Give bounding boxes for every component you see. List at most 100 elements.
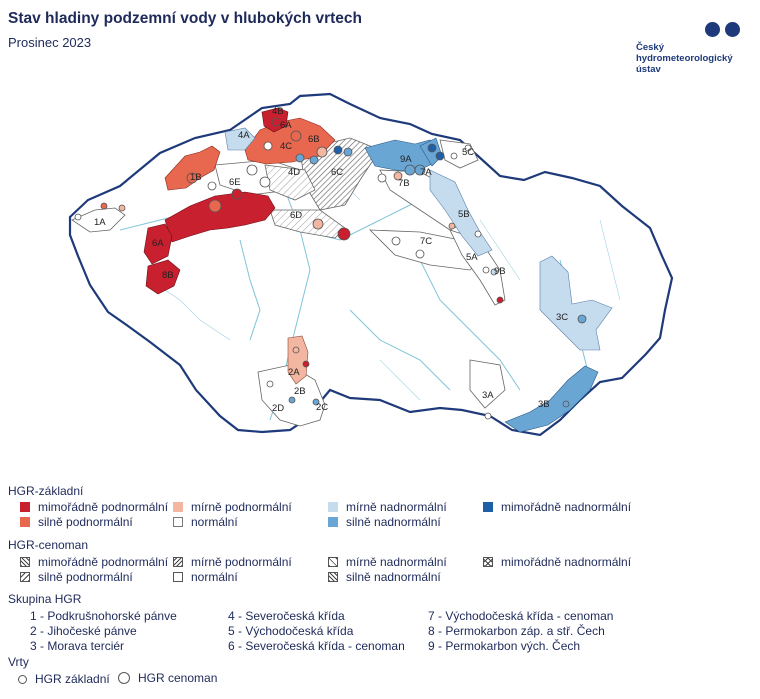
label-3B: 3B [538,399,550,410]
group-item: 5 - Východočeská křída [228,624,354,638]
label-8B: 8B [162,270,174,281]
legend-item: mimořádně nadnormální [483,500,631,514]
swatch-silne-podnormalni [20,517,30,527]
legend-skupina-title: Skupina HGR [8,592,82,606]
well-basic-icon [18,674,27,684]
region-3B [504,365,599,433]
label-6A-north: 6A [280,120,292,131]
legend-item: normální [173,570,238,584]
wells [74,117,587,420]
swatch-hatch-mirne-podnormalni [173,557,183,567]
legend-item: mírně nadnormální [328,555,447,569]
legend-label: mimořádně podnormální [38,555,169,569]
group-item: 3 - Morava terciér [30,639,125,653]
label-4D: 4D [288,167,300,178]
legend-item: mimořádně podnormální [20,555,168,569]
chmi-logo-mark-icon [636,22,746,38]
label-9B: 9B [494,266,506,277]
legend-zakladni-title: HGR-základní [8,484,84,498]
label-6D: 6D [290,210,302,221]
legend-vrty-title: Vrty [8,655,29,669]
region-4D [264,164,316,201]
label-9A: 9A [400,154,412,165]
label-5B: 5B [458,209,470,220]
region-labels: 1A 1B 2A 2B 2C 2D 3A 3B 3C 4A 4B 4C 4D 5… [94,106,568,414]
legend-item: mimořádně nadnormální [483,555,631,569]
swatch-hatch-mimoradne-podnormalni [20,557,30,567]
group-item: 1 - Podkrušnohorské pánve [30,609,177,623]
label-3C: 3C [556,312,568,323]
region-4A [224,127,256,151]
swatch-normalni [173,517,183,527]
legend-item: HGR základní [18,672,110,686]
group-item: 4 - Severočeská křída [228,609,345,623]
legend-label: silně nadnormální [346,570,441,584]
legend-label: HGR cenoman [138,671,218,685]
normal-regions [71,139,506,427]
legend-item: mimořádně podnormální [20,500,168,514]
region-2A [287,335,309,385]
legend-label: mírně nadnormální [346,500,447,514]
label-5C: 5C [462,147,474,158]
label-2C: 2C [316,402,328,413]
legend-item: normální [173,515,238,529]
group-item: 7 - Východočeská křída - cenoman [428,609,614,623]
label-6A-west: 6A [152,238,164,249]
legend-item: silně podnormální [20,515,133,529]
legend-label: silně nadnormální [346,515,441,529]
label-2A: 2A [288,367,300,378]
swatch-mirne-nadnormalni [328,502,338,512]
region-3A [469,359,506,409]
legend-item: silně podnormální [20,570,133,584]
group-item: 8 - Permokarbon záp. a stř. Čech [428,624,605,638]
legend-item: mírně podnormální [173,555,292,569]
region-1A [71,207,126,233]
legend-label: mimořádně nadnormální [501,555,632,569]
region-6A-w [143,223,173,265]
label-2B: 2B [294,386,306,397]
legend-label: silně podnormální [38,570,133,584]
label-7B: 7B [398,178,410,189]
well-cenoman-icon [118,672,130,684]
label-6C: 6C [331,167,343,178]
swatch-hatch-mirne-nadnormalni [328,557,338,567]
legend-item: silně nadnormální [328,515,441,529]
label-4B: 4B [272,106,284,117]
swatch-silne-nadnormalni [328,517,338,527]
swatch-mimoradne-nadnormalni [483,502,493,512]
label-1A: 1A [94,217,106,228]
legend-label: mírně podnormální [191,555,292,569]
swatch-hatch-mimoradne-nadnormalni [483,557,493,567]
label-2D: 2D [272,403,284,414]
silne-podnormalni-regions [164,117,336,191]
legend-label: mírně nadnormální [346,555,447,569]
group-item: 6 - Severočeská křída - cenoman [228,639,405,653]
logo-text-line: hydrometeorologický [636,53,733,64]
label-6B: 6B [308,134,320,145]
legend-label: HGR základní [35,672,110,686]
group-item: 9 - Permokarbon vých. Čech [428,639,581,653]
legend-item: HGR cenoman [118,671,217,685]
legend-item: mírně podnormální [173,500,292,514]
legend-label: normální [191,515,238,529]
legend-cenoman-title: HGR-cenoman [8,538,89,552]
region-3C [539,255,613,351]
label-5A: 5A [466,252,478,263]
region-1B [164,145,221,191]
logo-text-line: Český [636,42,664,53]
legend-item: silně nadnormální [328,570,441,584]
region-6D [269,209,346,239]
legend-item: mírně nadnormální [328,500,447,514]
legend-label: normální [191,570,238,584]
swatch-mimoradne-podnormalni [20,502,30,512]
swatch-hatch-silne-podnormalni [20,572,30,582]
label-1B: 1B [190,172,202,183]
group-item: 2 - Jihočeské pánve [30,624,137,638]
rivers [119,111,591,421]
map-subtitle: Prosinec 2023 [8,35,92,50]
swatch-hatch-silne-nadnormalni [328,572,338,582]
chmi-logo: Český hydrometeorologický ústav [636,22,746,75]
legend-label: silně podnormální [38,515,133,529]
label-3A: 3A [482,390,494,401]
map-title: Stav hladiny podzemní vody v hlubokých v… [8,10,362,27]
